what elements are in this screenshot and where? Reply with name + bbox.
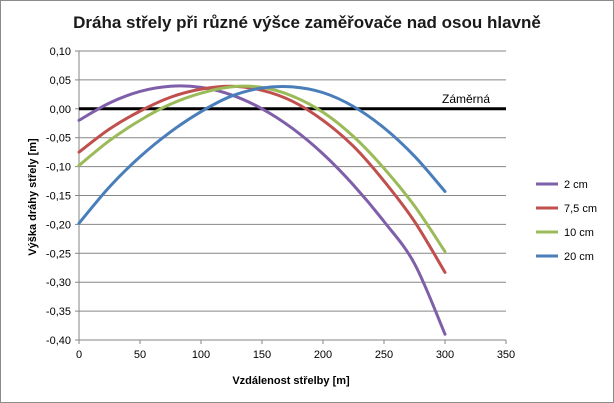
y-tick-label: -0,30 <box>46 277 71 289</box>
y-tick-label: -0,40 <box>46 335 71 347</box>
x-tick-label: 250 <box>375 349 393 361</box>
legend: 2 cm 7,5 cm 10 cm 20 cm <box>536 179 597 263</box>
x-tick-label: 200 <box>314 349 332 361</box>
x-tick-label: 0 <box>76 349 82 361</box>
x-tick-label: 300 <box>436 349 454 361</box>
y-tick-label: -0,35 <box>46 306 71 318</box>
y-tick-label: -0,15 <box>46 191 71 203</box>
legend-label: 20 cm <box>564 251 594 263</box>
y-tick-label: -0,05 <box>46 133 71 145</box>
legend-label: 10 cm <box>564 227 594 239</box>
legend-label: 7,5 cm <box>564 203 597 215</box>
y-tick-label: -0,20 <box>46 219 71 231</box>
y-tick-label: 0,00 <box>50 104 71 116</box>
x-tick-label: 50 <box>134 349 146 361</box>
axes: 0,10 0,05 0,00 -0,05 -0,10 -0,15 -0,20 -0,25 -0,… <box>46 46 515 361</box>
legend-label: 2 cm <box>564 179 588 191</box>
y-tick-label: 0,05 <box>50 75 71 87</box>
y-tick-label: -0,25 <box>46 248 71 260</box>
y-axis-title: Výška dráhy střely [m] <box>27 138 39 256</box>
x-tick-label: 100 <box>192 349 210 361</box>
y-tick-label: 0,10 <box>50 46 71 58</box>
series-line-1 <box>77 84 447 336</box>
zero-line-annotation: Záměrná <box>442 92 490 106</box>
series-line-4 <box>77 84 447 225</box>
x-tick-label: 150 <box>253 349 271 361</box>
x-axis-title: Vzdálenost střelby [m] <box>232 375 350 387</box>
x-tick-label: 350 <box>497 349 515 361</box>
chart-title: Dráha střely při různé výšce zaměřovače … <box>73 13 541 32</box>
series-lines <box>77 84 447 336</box>
series-line-2 <box>77 84 447 274</box>
y-tick-label: -0,10 <box>46 162 71 174</box>
